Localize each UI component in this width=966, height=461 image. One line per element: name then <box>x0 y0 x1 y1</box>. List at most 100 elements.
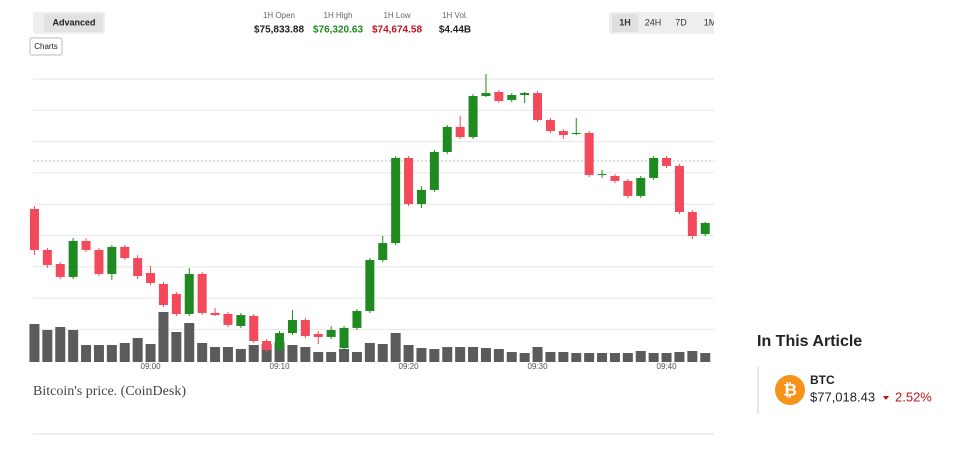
volume-bar <box>261 344 272 362</box>
range-button[interactable]: 1H <box>619 17 631 27</box>
x-tick-label: 09:20 <box>399 362 420 371</box>
candle-body <box>442 126 452 152</box>
btc-icon[interactable] <box>775 375 805 405</box>
charts-button[interactable] <box>29 37 63 56</box>
volume-bar <box>29 324 40 362</box>
candle-body <box>158 284 168 305</box>
volume-bar <box>274 342 285 362</box>
volume-bar <box>119 343 130 362</box>
volume-bar <box>326 352 337 362</box>
volume-bar <box>493 349 504 362</box>
charts-button-label[interactable]: Charts <box>34 42 58 51</box>
stat-label: 1H Open <box>263 11 295 20</box>
candle-body <box>468 96 478 137</box>
candle-body <box>313 333 323 337</box>
volume-bar <box>145 344 156 362</box>
volume-bar <box>571 353 582 362</box>
asset-change: 2.52% <box>895 389 932 404</box>
candle-body <box>455 126 465 137</box>
candle-body <box>520 93 530 95</box>
candle-body <box>287 320 297 334</box>
candle-body <box>636 177 646 196</box>
range-button[interactable]: 1M <box>704 17 717 27</box>
candle-body <box>107 246 117 274</box>
candle-body <box>378 243 388 260</box>
volume-bar <box>55 327 66 362</box>
stat-value: $76,320.63 <box>313 25 363 36</box>
volume-bar <box>364 343 375 362</box>
candle-body <box>533 93 543 121</box>
volume-bar <box>42 330 53 362</box>
candle-body <box>171 294 181 314</box>
volume-bar <box>506 352 517 362</box>
candle-body <box>275 333 285 350</box>
stat-value: $74,674.58 <box>372 25 422 36</box>
asset-price: $77,018.43 <box>810 389 875 404</box>
candle-body <box>197 273 207 313</box>
candle-body <box>249 315 259 341</box>
candle-body <box>558 131 568 136</box>
stat-label: 1H Vol. <box>442 11 468 20</box>
candle-body <box>55 264 65 277</box>
volume-bar <box>300 347 311 362</box>
volume-bar <box>584 353 595 362</box>
candle-body <box>687 212 697 236</box>
volume-bar <box>674 352 685 362</box>
candle-body <box>210 312 220 316</box>
candle-body <box>545 120 555 131</box>
candle-body <box>42 249 52 265</box>
sidebar-heading: In This Article <box>757 333 862 350</box>
tab-active[interactable] <box>44 14 103 32</box>
btc-icon-glyph: ₿ <box>783 380 797 399</box>
volume-bar <box>210 347 221 362</box>
volume-bar <box>609 353 620 362</box>
volume-bar <box>235 349 246 362</box>
candle-body <box>133 258 143 277</box>
candle-body <box>300 320 310 337</box>
volume-bar <box>597 353 608 362</box>
volume-bar <box>429 349 440 362</box>
volume-bar <box>700 353 711 362</box>
volume-bar <box>687 351 698 362</box>
stat-value: $4.44B <box>439 25 471 36</box>
range-button[interactable]: 24H <box>645 17 662 27</box>
volume-bar <box>184 323 195 362</box>
asset-symbol[interactable]: BTC <box>810 373 835 387</box>
candle-body <box>494 92 504 101</box>
volume-bar <box>519 353 530 362</box>
caption: Bitcoin's price. (CoinDesk) <box>33 384 186 399</box>
volume-bar <box>661 353 672 362</box>
range-button[interactable]: 7D <box>675 17 687 27</box>
candle-body <box>649 158 659 178</box>
candle-body <box>507 95 517 100</box>
range-active[interactable] <box>612 14 638 32</box>
candle-body <box>29 209 39 250</box>
candle-body <box>94 249 104 274</box>
volume-bar <box>390 333 401 362</box>
volume-bar <box>377 344 388 362</box>
candle-body <box>610 176 620 181</box>
volume-bar <box>158 312 169 362</box>
volume-bar <box>248 345 259 362</box>
candle-body <box>481 93 491 97</box>
x-tick-label: 09:00 <box>141 362 162 371</box>
volume-bar <box>532 347 543 362</box>
candle-body <box>184 273 194 314</box>
candle-body <box>700 222 710 235</box>
x-tick-label: 09:30 <box>528 362 549 371</box>
stat-label: 1H Low <box>383 11 410 20</box>
candle-body <box>223 314 233 325</box>
candle-body <box>623 180 633 196</box>
chart-area: Advanced Charts 1H Open $75,833.88 1H High… <box>29 11 717 371</box>
candle-body <box>674 165 684 212</box>
volume-bar <box>339 349 350 362</box>
x-tick-label: 09:40 <box>657 362 678 371</box>
tab-label[interactable]: Advanced <box>52 17 95 27</box>
candle-body <box>662 158 672 166</box>
candle-body <box>68 240 78 277</box>
candle-body <box>352 311 362 328</box>
volume-bar <box>545 352 556 362</box>
stat-value: $75,833.88 <box>254 25 304 36</box>
candle-body <box>404 158 414 205</box>
